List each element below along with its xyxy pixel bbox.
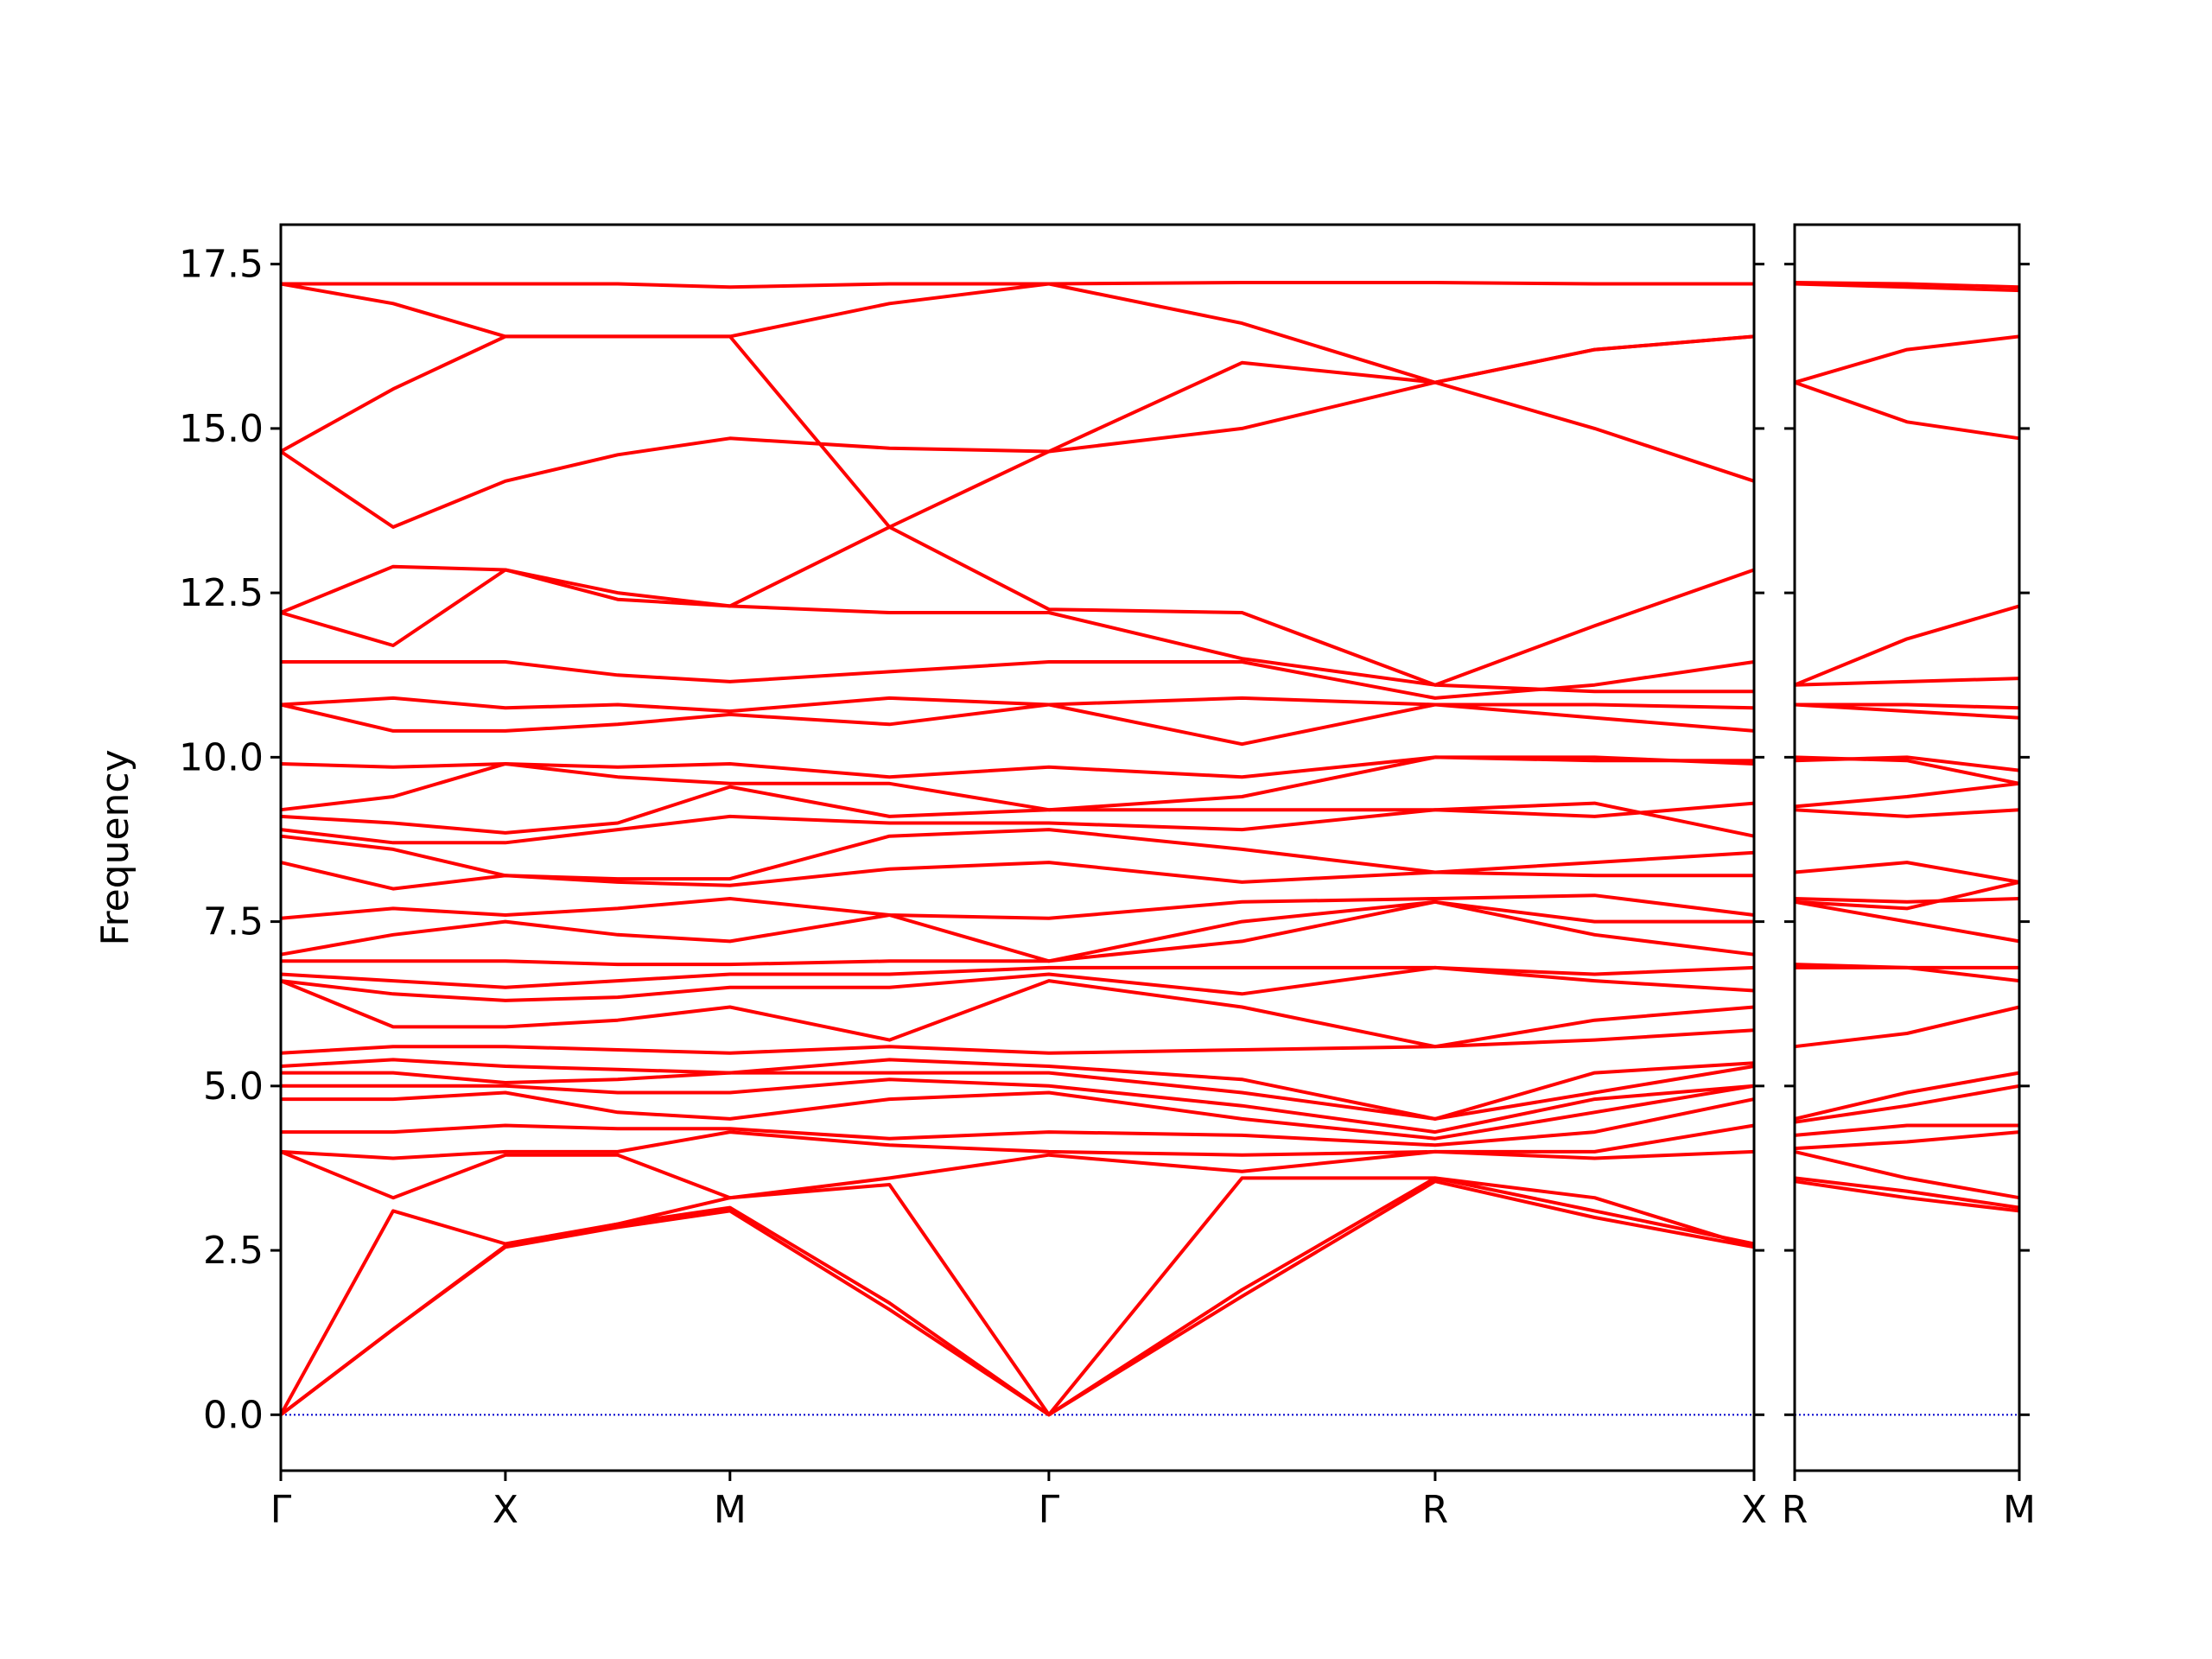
band-line bbox=[1794, 334, 2020, 385]
band-line bbox=[280, 755, 1754, 779]
band-line bbox=[281, 1065, 1755, 1121]
band-line bbox=[281, 1077, 1755, 1135]
y-tick-label: 2.5 bbox=[203, 1229, 264, 1273]
band-line bbox=[1794, 1179, 2020, 1213]
band-line bbox=[279, 380, 1755, 529]
band-line bbox=[1794, 897, 2020, 904]
band-line bbox=[1794, 1149, 2020, 1200]
x-tick-label: Γ bbox=[1039, 1488, 1060, 1532]
y-tick-label: 15.0 bbox=[179, 407, 264, 451]
x-tick-label: M bbox=[2003, 1488, 2036, 1532]
band-line bbox=[1794, 808, 2020, 818]
plot-frame bbox=[279, 223, 1756, 1472]
band-line bbox=[1794, 781, 2020, 809]
band-line bbox=[281, 899, 1755, 967]
band-line bbox=[280, 1123, 1755, 1160]
band-line bbox=[1795, 702, 2020, 710]
band-line bbox=[281, 1097, 1755, 1147]
band-line bbox=[1794, 1005, 2020, 1049]
band-line bbox=[1794, 380, 2020, 441]
band-line bbox=[281, 660, 1755, 700]
band-line bbox=[280, 282, 1755, 385]
y-tick-label: 7.5 bbox=[203, 900, 264, 944]
band-line bbox=[280, 525, 1754, 694]
band-line bbox=[281, 281, 1754, 289]
x-tick-label: R bbox=[1422, 1488, 1449, 1532]
y-tick-label: 12.5 bbox=[179, 571, 264, 615]
band-line bbox=[1794, 1071, 2020, 1121]
band-line bbox=[280, 899, 1754, 963]
band-line bbox=[1794, 1084, 2020, 1124]
band-line bbox=[280, 785, 1755, 835]
band-line bbox=[1794, 755, 2020, 785]
band-line bbox=[1795, 965, 2020, 983]
band-line bbox=[1794, 861, 2020, 884]
band-line bbox=[280, 1028, 1755, 1055]
band-line bbox=[280, 1058, 1755, 1121]
y-tick-label: 5.0 bbox=[203, 1065, 264, 1109]
y-tick-label: 10.0 bbox=[179, 735, 264, 779]
band-line bbox=[1794, 702, 2020, 720]
band-line bbox=[280, 861, 1754, 891]
band-line bbox=[1794, 880, 2020, 911]
band-line bbox=[1794, 1130, 2020, 1151]
band-line bbox=[280, 1149, 1755, 1200]
x-tick-label: X bbox=[1741, 1488, 1767, 1532]
x-tick-label: Γ bbox=[270, 1488, 292, 1532]
band-line bbox=[280, 965, 1755, 989]
band-line bbox=[1794, 282, 2020, 293]
band-line bbox=[280, 979, 1755, 1049]
band-line bbox=[1794, 1176, 2020, 1210]
band-line bbox=[280, 702, 1755, 747]
band-line bbox=[280, 893, 1755, 920]
band-line bbox=[1794, 963, 2019, 969]
band-line bbox=[280, 696, 1755, 714]
plot-frame bbox=[1793, 223, 2021, 1472]
band-line bbox=[280, 334, 1755, 529]
band-line bbox=[1794, 677, 2020, 687]
band-line bbox=[280, 568, 1755, 687]
band-line bbox=[1794, 604, 2020, 687]
band-line bbox=[1794, 1123, 2019, 1137]
x-tick-label: X bbox=[493, 1488, 518, 1532]
x-tick-label: M bbox=[714, 1488, 747, 1532]
x-tick-label: R bbox=[1782, 1488, 1808, 1532]
band-line bbox=[279, 1179, 1755, 1417]
band-line bbox=[279, 1176, 1755, 1417]
band-line bbox=[281, 1084, 1755, 1141]
band-line bbox=[279, 1176, 1755, 1417]
band-line bbox=[1794, 281, 2020, 289]
y-tick-label: 0.0 bbox=[203, 1393, 264, 1437]
band-line bbox=[280, 801, 1755, 845]
band-line bbox=[280, 965, 1755, 1002]
band-line bbox=[1794, 899, 2020, 944]
y-axis-label: Frequency bbox=[93, 749, 137, 945]
y-tick-label: 17.5 bbox=[179, 243, 264, 287]
band-line bbox=[280, 828, 1755, 881]
